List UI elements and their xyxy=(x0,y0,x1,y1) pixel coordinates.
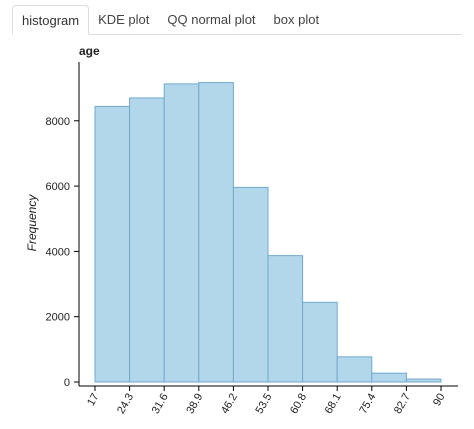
histogram-chart: age Frequency 0 2000 4000 6000 8000 17 24.3 31.… xyxy=(25,44,458,417)
tab-histogram[interactable]: histogram xyxy=(12,5,90,35)
x-tick-label: 24.3 xyxy=(115,392,136,417)
chart-title: age xyxy=(79,44,100,58)
y-axis-label: Frequency xyxy=(25,194,39,252)
x-tick-label: 17 xyxy=(85,392,102,409)
x-tick-label: 68.1 xyxy=(323,392,344,417)
x-tick-label: 75.4 xyxy=(357,392,378,417)
chart-panel: age Frequency 0 2000 4000 6000 8000 17 24.3 31.… xyxy=(0,36,474,429)
tab-kde-plot[interactable]: KDE plot xyxy=(98,12,150,27)
x-tick-label: 38.9 xyxy=(184,392,205,417)
y-tick-label: 0 xyxy=(64,377,70,389)
bars-group xyxy=(94,82,442,383)
x-tick-label: 31.6 xyxy=(150,392,171,417)
tab-qq-normal-plot[interactable]: QQ normal plot xyxy=(167,12,256,27)
x-tick-label: 90 xyxy=(431,392,448,409)
x-tick-label: 82.7 xyxy=(392,392,413,417)
histogram-bar xyxy=(163,83,200,383)
histogram-bar xyxy=(198,82,234,383)
y-tick-label: 8000 xyxy=(46,116,70,128)
tab-box-plot[interactable]: box plot xyxy=(273,12,320,27)
histogram-bar xyxy=(302,301,338,383)
tab-bar: histogram KDE plot QQ normal plot box pl… xyxy=(12,4,462,35)
x-tick-label: 46.2 xyxy=(219,392,240,417)
histogram-bar xyxy=(267,255,304,383)
histogram-bar xyxy=(405,378,442,383)
histogram-bar xyxy=(232,186,269,383)
histogram-bar xyxy=(336,356,373,383)
histogram-bar xyxy=(371,372,407,383)
y-tick-label: 4000 xyxy=(46,246,70,258)
histogram-bar xyxy=(129,97,165,383)
x-tick-label: 53.5 xyxy=(253,392,274,417)
x-tick-label: 60.8 xyxy=(288,392,309,417)
y-tick-label: 2000 xyxy=(46,312,70,324)
histogram-bar xyxy=(94,105,131,383)
y-tick-label: 6000 xyxy=(46,181,70,193)
